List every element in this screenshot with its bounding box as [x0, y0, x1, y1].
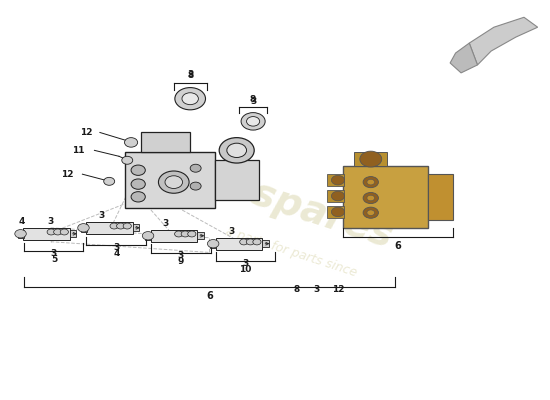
- Bar: [86, 222, 133, 234]
- Polygon shape: [450, 43, 477, 73]
- Circle shape: [131, 179, 145, 189]
- Bar: [133, 224, 139, 231]
- Bar: [216, 238, 262, 250]
- Text: 3: 3: [98, 211, 105, 220]
- Circle shape: [367, 210, 375, 216]
- Circle shape: [367, 195, 375, 201]
- Bar: [327, 174, 344, 186]
- Bar: [145, 232, 151, 240]
- Circle shape: [165, 176, 183, 188]
- FancyArrowPatch shape: [200, 234, 204, 237]
- Text: 12: 12: [332, 285, 344, 294]
- Bar: [343, 166, 428, 228]
- Circle shape: [331, 175, 344, 185]
- Circle shape: [363, 207, 378, 218]
- Circle shape: [47, 229, 56, 235]
- Circle shape: [110, 223, 118, 229]
- Circle shape: [182, 93, 199, 105]
- Circle shape: [331, 191, 344, 201]
- Circle shape: [174, 231, 183, 237]
- Text: 6: 6: [206, 291, 213, 301]
- Text: 10: 10: [239, 265, 252, 274]
- Circle shape: [54, 229, 62, 235]
- Text: 12: 12: [61, 170, 73, 179]
- Circle shape: [240, 239, 248, 245]
- Circle shape: [360, 151, 382, 167]
- Circle shape: [363, 176, 378, 188]
- Bar: [327, 206, 344, 218]
- Circle shape: [331, 207, 344, 217]
- Circle shape: [219, 138, 254, 163]
- Circle shape: [104, 177, 114, 185]
- Bar: [18, 230, 24, 238]
- Bar: [141, 132, 190, 152]
- Circle shape: [367, 179, 375, 185]
- Bar: [124, 152, 215, 208]
- Text: 3: 3: [113, 243, 119, 252]
- Text: 9: 9: [178, 257, 184, 266]
- Circle shape: [124, 138, 138, 147]
- Bar: [262, 240, 269, 247]
- Circle shape: [207, 240, 219, 248]
- FancyArrowPatch shape: [265, 242, 268, 245]
- Text: 8: 8: [250, 95, 256, 104]
- Bar: [327, 190, 344, 202]
- Circle shape: [15, 230, 26, 238]
- Circle shape: [246, 239, 255, 245]
- Text: 3: 3: [187, 70, 193, 79]
- Bar: [81, 224, 87, 232]
- Text: 3: 3: [162, 219, 169, 228]
- Text: 8: 8: [294, 285, 300, 294]
- Circle shape: [246, 116, 260, 126]
- Text: 3: 3: [47, 217, 54, 226]
- Circle shape: [131, 192, 145, 202]
- Text: 6: 6: [395, 240, 402, 250]
- Circle shape: [122, 156, 133, 164]
- Circle shape: [142, 232, 154, 240]
- Text: 3: 3: [243, 259, 249, 268]
- Circle shape: [181, 231, 189, 237]
- Circle shape: [190, 164, 201, 172]
- Circle shape: [188, 231, 196, 237]
- Circle shape: [175, 88, 206, 110]
- Bar: [70, 230, 76, 237]
- Text: eurospares: eurospares: [152, 144, 398, 256]
- Text: 3: 3: [178, 251, 184, 260]
- Polygon shape: [469, 17, 538, 65]
- Circle shape: [363, 192, 378, 204]
- Bar: [428, 174, 453, 220]
- Text: 12: 12: [80, 128, 92, 137]
- Circle shape: [60, 229, 68, 235]
- Bar: [354, 152, 387, 166]
- Circle shape: [131, 165, 145, 175]
- Text: a parts for parts since: a parts for parts since: [224, 224, 359, 279]
- Circle shape: [253, 239, 261, 245]
- Circle shape: [78, 224, 89, 232]
- Text: 4: 4: [113, 249, 119, 258]
- Text: 4: 4: [19, 217, 25, 226]
- Bar: [215, 160, 258, 200]
- Bar: [197, 232, 204, 239]
- Text: 11: 11: [72, 146, 84, 155]
- FancyArrowPatch shape: [73, 232, 76, 235]
- Circle shape: [117, 223, 125, 229]
- Text: 3: 3: [51, 249, 57, 258]
- Circle shape: [190, 182, 201, 190]
- Circle shape: [241, 113, 265, 130]
- Circle shape: [227, 143, 246, 158]
- Bar: [151, 230, 197, 242]
- Text: 8: 8: [187, 71, 193, 80]
- Text: 3: 3: [250, 97, 256, 106]
- Bar: [23, 228, 70, 240]
- Circle shape: [123, 223, 131, 229]
- Bar: [211, 240, 217, 248]
- Text: 3: 3: [313, 285, 319, 294]
- FancyArrowPatch shape: [135, 226, 139, 229]
- Text: 3: 3: [228, 227, 234, 236]
- Circle shape: [158, 171, 189, 193]
- Text: 5: 5: [51, 255, 57, 264]
